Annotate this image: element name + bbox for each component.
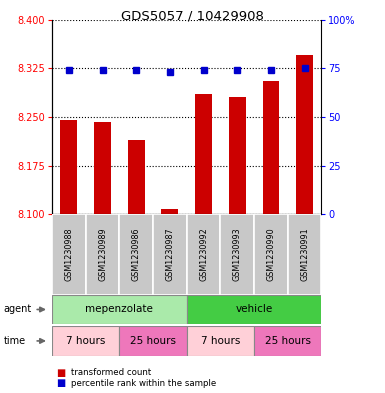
Text: GSM1230989: GSM1230989 <box>98 228 107 281</box>
Bar <box>119 214 153 295</box>
Bar <box>161 209 178 214</box>
Text: 25 hours: 25 hours <box>130 336 176 346</box>
Text: GSM1230991: GSM1230991 <box>300 228 309 281</box>
Bar <box>254 326 321 356</box>
Text: GDS5057 / 10429908: GDS5057 / 10429908 <box>121 10 264 23</box>
Bar <box>288 214 321 295</box>
Bar <box>153 214 187 295</box>
Bar <box>220 214 254 295</box>
Text: GSM1230986: GSM1230986 <box>132 228 141 281</box>
Bar <box>94 122 111 214</box>
Bar <box>254 214 288 295</box>
Bar <box>60 120 77 214</box>
Text: transformed count: transformed count <box>71 368 151 377</box>
Text: vehicle: vehicle <box>236 305 273 314</box>
Bar <box>52 326 119 356</box>
Text: 25 hours: 25 hours <box>265 336 311 346</box>
Text: mepenzolate: mepenzolate <box>85 305 153 314</box>
Text: 7 hours: 7 hours <box>66 336 105 346</box>
Bar <box>119 326 187 356</box>
Bar <box>296 55 313 214</box>
Bar <box>187 295 321 324</box>
Bar <box>52 295 187 324</box>
Bar <box>195 94 212 214</box>
Text: ■: ■ <box>56 367 65 378</box>
Text: percentile rank within the sample: percentile rank within the sample <box>71 379 216 387</box>
Bar <box>187 214 220 295</box>
Bar <box>128 140 145 214</box>
Bar <box>85 214 119 295</box>
Bar <box>187 326 254 356</box>
Text: ■: ■ <box>56 378 65 388</box>
Bar <box>263 81 280 214</box>
Text: time: time <box>4 336 26 346</box>
Text: GSM1230992: GSM1230992 <box>199 228 208 281</box>
Text: 7 hours: 7 hours <box>201 336 240 346</box>
Text: GSM1230990: GSM1230990 <box>266 228 275 281</box>
Bar <box>52 214 85 295</box>
Bar <box>229 97 246 214</box>
Text: agent: agent <box>4 305 32 314</box>
Text: GSM1230987: GSM1230987 <box>166 228 174 281</box>
Text: GSM1230988: GSM1230988 <box>64 228 73 281</box>
Text: GSM1230993: GSM1230993 <box>233 228 242 281</box>
